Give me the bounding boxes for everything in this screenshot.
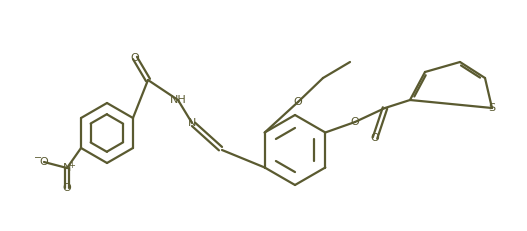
Text: O: O [131, 53, 139, 63]
Text: N: N [188, 118, 196, 128]
Text: S: S [489, 103, 495, 113]
Text: −: − [34, 153, 42, 163]
Text: O: O [294, 97, 302, 107]
Text: N: N [63, 163, 71, 173]
Text: NH: NH [170, 95, 187, 105]
Text: O: O [40, 157, 48, 167]
Text: O: O [350, 117, 359, 127]
Text: O: O [63, 183, 71, 193]
Text: O: O [370, 133, 379, 143]
Text: +: + [69, 161, 75, 170]
